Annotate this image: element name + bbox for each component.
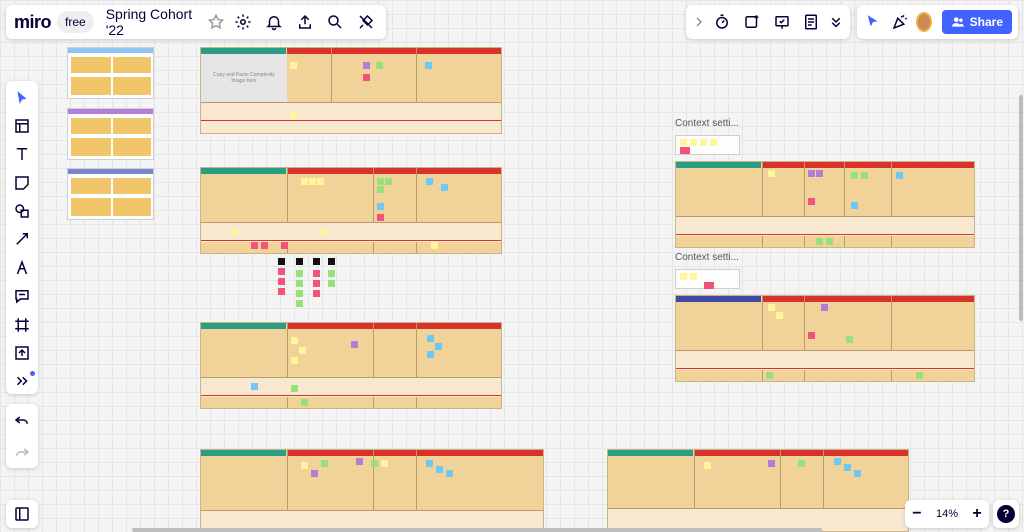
board-frame-3[interactable] (200, 322, 502, 409)
context-card-2[interactable] (675, 269, 740, 289)
image-placeholder: Copy and Paste Complexity Image here (201, 54, 287, 102)
notification-bell-icon[interactable] (262, 8, 287, 36)
board-title[interactable]: Spring Cohort '22 (105, 6, 193, 38)
board-frame-1[interactable]: Copy and Paste Complexity Image here (200, 47, 502, 134)
notes-doc-icon[interactable] (797, 8, 825, 36)
timer-icon[interactable] (708, 8, 736, 36)
frame-template-icon[interactable] (8, 113, 36, 138)
undo-redo-panel (6, 404, 38, 468)
redo-icon[interactable] (8, 438, 36, 466)
integrations-plug-icon[interactable] (353, 8, 378, 36)
select-cursor-icon[interactable] (8, 85, 36, 110)
share-toolbar: Share (857, 5, 1018, 39)
sticky-cluster[interactable] (276, 258, 346, 318)
zoom-out-button[interactable]: − (912, 505, 922, 522)
notification-dot (30, 370, 35, 376)
chevron-double-down-icon[interactable] (827, 8, 845, 36)
export-upload-icon[interactable] (292, 8, 317, 36)
sidebar-toggle-panel (6, 500, 38, 528)
search-icon[interactable] (323, 8, 348, 36)
text-tool-icon[interactable] (8, 142, 36, 167)
cursor-follow-icon[interactable] (863, 8, 883, 36)
placeholder-text: Copy and Paste Complexity Image here (213, 72, 275, 84)
connection-line-icon[interactable] (8, 227, 36, 252)
help-button[interactable]: ? (997, 505, 1015, 523)
miro-logo[interactable]: miro (14, 11, 52, 32)
app-header-panel: miro free Spring Cohort '22 (6, 5, 386, 39)
plan-badge[interactable]: free (57, 11, 94, 33)
sidebar-panel-icon[interactable] (8, 500, 36, 528)
left-toolbar (6, 81, 38, 394)
zoom-level[interactable]: 14% (935, 508, 958, 520)
template-card-3[interactable] (67, 168, 154, 220)
more-tools-icon[interactable] (8, 369, 36, 394)
context-label-2: Context setti... (675, 252, 739, 263)
collaboration-toolbar (686, 5, 850, 39)
presentation-icon[interactable] (768, 8, 796, 36)
zoom-in-button[interactable]: + (972, 505, 982, 522)
vertical-scrollbar[interactable] (1019, 95, 1023, 321)
pen-icon[interactable] (8, 255, 36, 280)
context-card-1[interactable] (675, 135, 740, 155)
help-panel: ? (993, 500, 1019, 528)
board-frame-2[interactable] (200, 167, 502, 254)
settings-gear-icon[interactable] (231, 8, 256, 36)
share-button[interactable]: Share (941, 10, 1012, 34)
chevron-right-icon[interactable] (691, 8, 707, 36)
reactions-icon[interactable] (738, 8, 766, 36)
template-card-1[interactable] (67, 47, 154, 99)
horizontal-scrollbar[interactable] (132, 528, 822, 532)
share-label: Share (969, 15, 1003, 29)
board-frame-6[interactable] (675, 295, 975, 382)
shapes-icon[interactable] (8, 198, 36, 223)
undo-icon[interactable] (8, 406, 36, 434)
user-avatar[interactable] (915, 12, 932, 32)
zoom-controls: − 14% + (905, 500, 989, 528)
template-card-2[interactable] (67, 108, 154, 160)
frame-grid-icon[interactable] (8, 312, 36, 337)
celebrate-icon[interactable] (889, 8, 909, 36)
board-frame-5[interactable] (675, 161, 975, 248)
comment-icon[interactable] (8, 284, 36, 309)
star-icon[interactable] (207, 8, 225, 36)
sticky-note-icon[interactable] (8, 170, 36, 195)
users-icon (951, 17, 964, 27)
context-label-1: Context setti... (675, 118, 739, 129)
upload-icon[interactable] (8, 340, 36, 365)
board-frame-7[interactable] (607, 449, 909, 532)
board-frame-4[interactable] (200, 449, 544, 532)
